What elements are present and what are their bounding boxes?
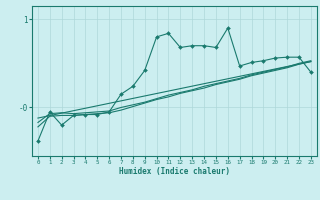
X-axis label: Humidex (Indice chaleur): Humidex (Indice chaleur) bbox=[119, 167, 230, 176]
